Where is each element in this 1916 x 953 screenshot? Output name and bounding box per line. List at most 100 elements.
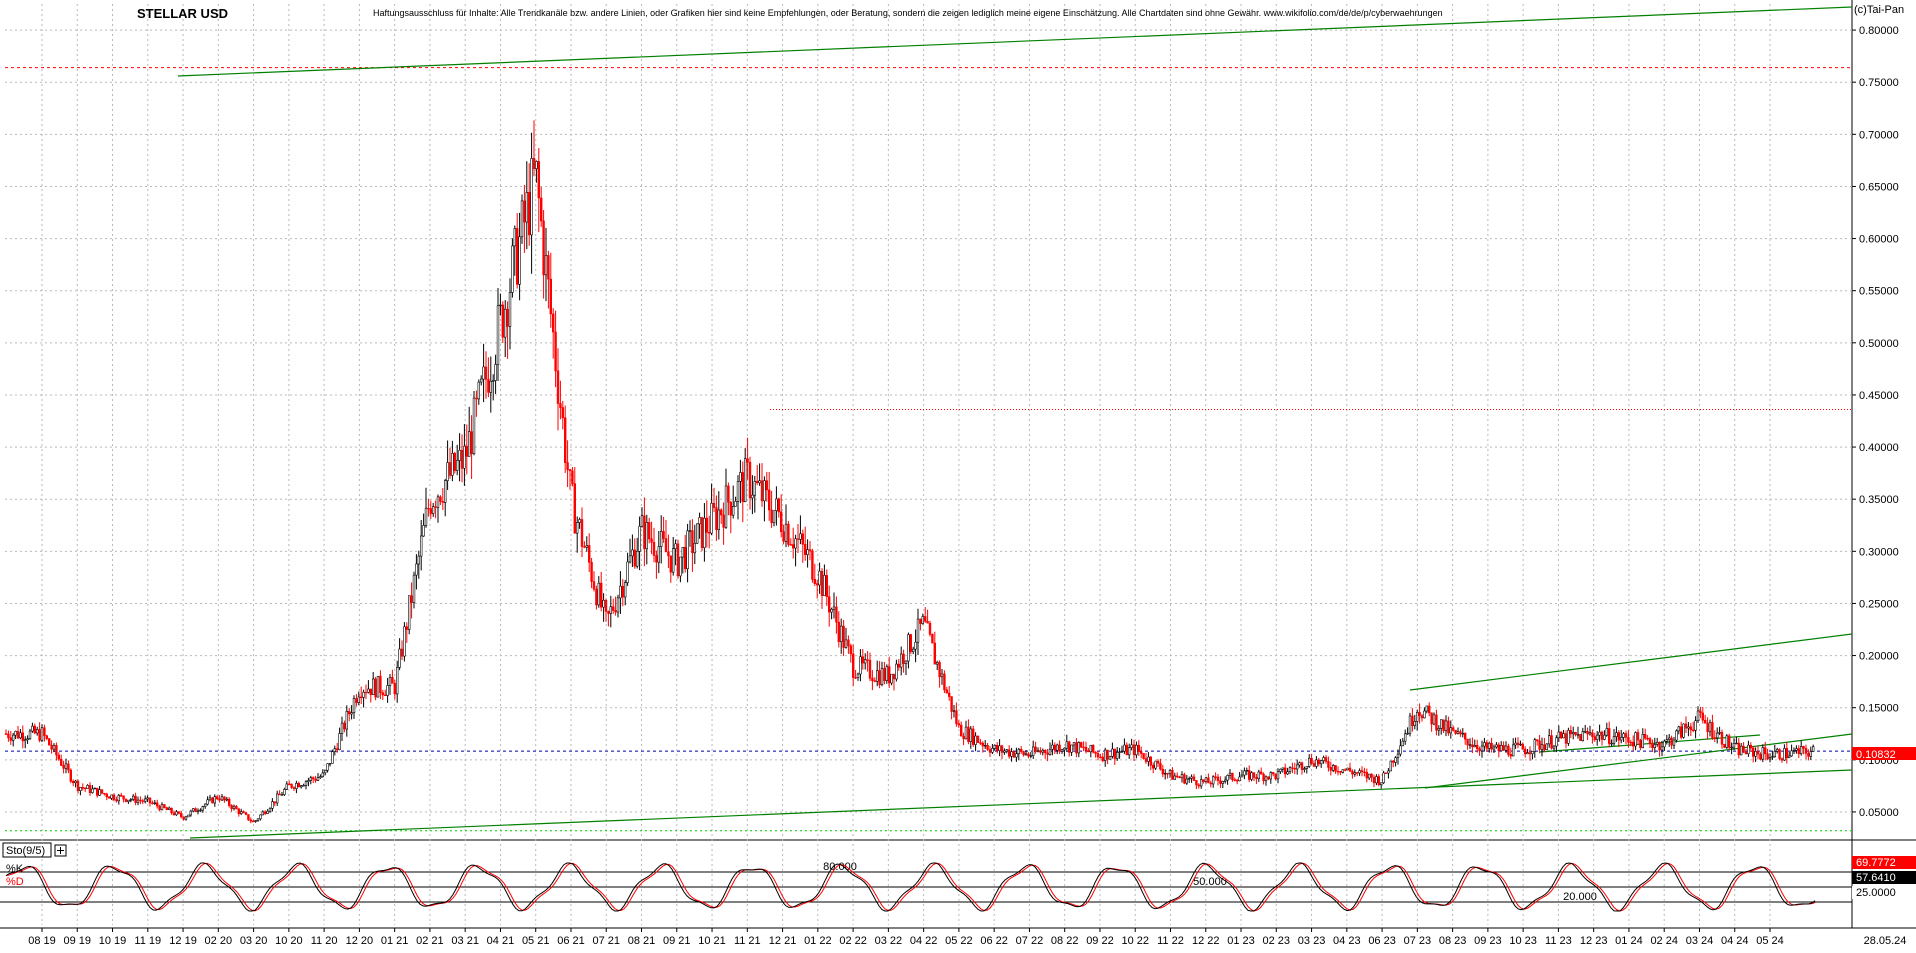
- candle-body: [688, 530, 692, 532]
- candle-body: [112, 794, 116, 800]
- candle-body: [1572, 731, 1575, 735]
- candle-body: [1742, 745, 1745, 753]
- candle-body: [1622, 733, 1625, 738]
- x-tick-label: 02 21: [416, 935, 444, 947]
- x-tick-label: 12 22: [1192, 935, 1220, 947]
- candle-body: [983, 744, 987, 747]
- candle-body: [278, 793, 281, 796]
- stochastic-expand-icon[interactable]: [54, 844, 67, 857]
- candle-body: [1188, 778, 1191, 780]
- candle-body: [1718, 732, 1721, 734]
- candle-body: [364, 691, 368, 694]
- candle-body: [1298, 762, 1301, 766]
- candle-body: [290, 783, 293, 788]
- candle-body: [199, 809, 202, 812]
- candle-body: [1082, 746, 1085, 749]
- candle-body: [1072, 742, 1076, 746]
- trendline: [189, 769, 1853, 839]
- candle-body: [1644, 733, 1647, 739]
- candle-body: [657, 546, 661, 563]
- candle-body: [59, 758, 63, 766]
- candle-body: [1660, 746, 1664, 751]
- candle-body: [496, 305, 500, 365]
- candle-body: [127, 799, 130, 802]
- candle-body: [556, 370, 560, 404]
- candle-body: [177, 811, 180, 814]
- candle-body: [1308, 757, 1311, 767]
- candle-body: [211, 797, 214, 804]
- y-tick-label: 0.50000: [1859, 338, 1899, 350]
- stochastic-label-box[interactable]: [2, 842, 52, 858]
- candle-body: [393, 683, 396, 695]
- candle-body: [724, 485, 728, 528]
- candle-body: [1807, 753, 1810, 757]
- x-tick-label: 06 22: [980, 935, 1008, 947]
- candle-body: [508, 292, 512, 327]
- candle-body: [434, 506, 437, 508]
- candle-body: [88, 785, 92, 794]
- candle-body: [851, 653, 855, 678]
- candle-body: [1005, 749, 1009, 752]
- y-tick-label: 0.60000: [1859, 234, 1899, 246]
- candle-body: [67, 763, 70, 771]
- candle-body: [1401, 740, 1405, 747]
- candle-body: [338, 733, 341, 750]
- candle-body: [1632, 741, 1635, 747]
- candle-body: [527, 192, 531, 236]
- candle-body: [1212, 776, 1215, 785]
- candle-body: [347, 711, 351, 715]
- candle-body: [477, 381, 480, 400]
- candle-body: [45, 735, 49, 739]
- candle-body: [986, 744, 989, 750]
- candle-body: [146, 797, 149, 800]
- stochastic-value-label: 25.0000: [1856, 887, 1896, 899]
- candle-body: [218, 798, 221, 801]
- candle-body: [1260, 771, 1263, 775]
- candle-body: [513, 228, 517, 247]
- candle-body: [950, 696, 953, 712]
- candle-body: [1456, 731, 1460, 734]
- candle-body: [739, 472, 742, 482]
- candle-body: [242, 811, 245, 814]
- y-tick-label: 0.30000: [1859, 546, 1899, 558]
- x-tick-label: 07 22: [1016, 935, 1044, 947]
- candle-body: [1682, 723, 1685, 738]
- candle-body: [1032, 746, 1035, 756]
- candle-body: [271, 801, 274, 809]
- candle-body: [1788, 755, 1791, 758]
- candle-body: [753, 481, 757, 496]
- candle-body: [340, 722, 344, 734]
- candle-body: [916, 618, 920, 643]
- stochastic-label: Sto(9/5): [6, 845, 45, 857]
- candle-body: [170, 807, 173, 814]
- candle-body: [717, 509, 721, 530]
- stochastic-value-label: 57.6410: [1856, 872, 1896, 884]
- candle-body: [837, 621, 841, 642]
- candle-body: [991, 748, 994, 753]
- candle-body: [1377, 776, 1381, 786]
- candle-body: [225, 798, 228, 801]
- candle-body: [28, 730, 32, 739]
- candle-body: [1641, 733, 1645, 748]
- candle-body: [429, 508, 432, 514]
- x-tick-label: 11 20: [311, 935, 338, 947]
- candle-body: [1274, 773, 1277, 780]
- trendline: [1409, 633, 1853, 691]
- candle-body: [1406, 732, 1409, 735]
- candle-body: [1812, 746, 1815, 752]
- candle-body: [412, 574, 416, 603]
- candle-body: [1514, 742, 1517, 746]
- candle-body: [1509, 754, 1513, 757]
- candle-body: [460, 449, 464, 469]
- candle-body: [151, 802, 154, 805]
- x-tick-label: 02 23: [1263, 935, 1291, 947]
- candle-body: [993, 744, 997, 749]
- candle-body: [1140, 751, 1143, 754]
- candle-body: [323, 769, 327, 774]
- candle-body: [604, 599, 608, 612]
- candle-body: [599, 582, 603, 608]
- candle-body: [1303, 768, 1306, 770]
- candle-body: [904, 660, 908, 664]
- x-tick-label: 05 21: [522, 935, 550, 947]
